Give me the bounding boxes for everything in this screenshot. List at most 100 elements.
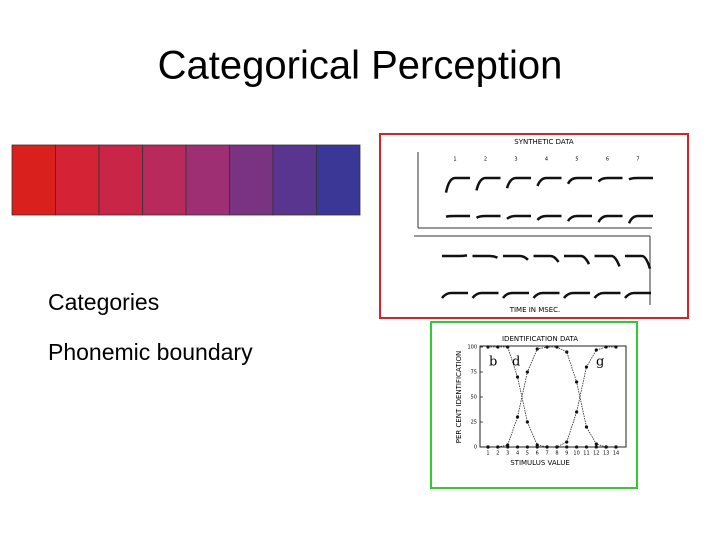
identification-y-label: PER CENT IDENTIFICATION — [455, 351, 463, 444]
curve-dot — [545, 445, 549, 449]
formant-stroke — [533, 254, 560, 263]
synthetic-title: SYNTHETIC DATA — [514, 138, 574, 146]
formant-stroke — [442, 254, 468, 258]
curve-dot — [575, 410, 579, 414]
curve-dot — [515, 445, 520, 449]
x-tick-label: 2 — [496, 451, 499, 457]
color-swatch — [55, 144, 100, 216]
curve-dot — [565, 350, 569, 354]
formant-stroke — [563, 291, 590, 299]
color-swatch — [98, 144, 143, 216]
stimulus-label: 5 — [575, 157, 578, 163]
x-tick-label: 3 — [506, 451, 509, 457]
color-swatch — [316, 144, 361, 216]
stimulus-label: 1 — [453, 157, 456, 163]
curve-dot — [486, 445, 490, 449]
curve-dot — [515, 375, 520, 379]
formant-stroke — [441, 291, 468, 299]
curve-dot — [525, 420, 529, 424]
formant-stroke — [506, 214, 531, 220]
formant-stroke — [505, 176, 531, 189]
color-swatch — [142, 144, 187, 216]
identification-title: IDENTIFICATION DATA — [502, 335, 578, 343]
formant-stroke — [471, 291, 499, 299]
curve-dot — [614, 345, 618, 349]
x-tick-label: 6 — [536, 451, 539, 457]
identification-curve — [488, 346, 616, 448]
curve-dot — [486, 345, 490, 349]
formant-stroke — [628, 176, 653, 181]
x-tick-label: 11 — [583, 451, 589, 457]
curve-dot — [604, 345, 608, 349]
x-tick-label: 1 — [486, 451, 489, 457]
color-swatch — [185, 144, 230, 216]
formant-stroke — [502, 291, 529, 299]
formant-stroke — [475, 176, 501, 191]
formant-stroke — [532, 291, 560, 299]
curve-dot — [594, 442, 598, 446]
formant-stroke — [445, 214, 470, 218]
phoneme-label: d — [512, 355, 520, 370]
stimulus-label: 7 — [636, 157, 639, 163]
y-tick-label: 75 — [471, 370, 477, 376]
curve-dot — [515, 415, 520, 419]
curve-dot — [565, 445, 569, 449]
formant-stroke — [566, 176, 592, 185]
x-tick-label: 7 — [545, 451, 548, 457]
curve-dot — [575, 445, 579, 449]
curve-dot — [545, 345, 549, 349]
curve-dot — [496, 445, 500, 449]
x-tick-label: 5 — [526, 451, 529, 457]
curve-dot — [525, 445, 529, 449]
phoneme-label: b — [489, 355, 497, 370]
stimulus-label: 4 — [545, 157, 548, 163]
x-tick-label: 14 — [613, 451, 619, 457]
synthetic-figure-frame — [379, 133, 689, 319]
bullet-text: Categories — [48, 289, 159, 315]
formant-stroke — [566, 214, 592, 222]
phoneme-label: g — [596, 355, 604, 370]
stimulus-label: 3 — [514, 157, 517, 163]
formant-stroke — [536, 176, 562, 187]
curve-dot — [594, 445, 598, 449]
curve-dot — [525, 370, 529, 374]
identification-figure-frame — [430, 321, 638, 489]
y-tick-label: 50 — [471, 395, 477, 401]
curve-dot — [506, 445, 510, 449]
formant-stroke — [624, 291, 651, 299]
formant-stroke — [444, 176, 470, 193]
curve-dot — [555, 345, 559, 349]
y-tick-label: 100 — [467, 345, 477, 351]
curve-dot — [565, 440, 569, 444]
curve-dot — [506, 345, 510, 349]
curve-dot — [614, 445, 618, 449]
formant-stroke — [625, 254, 652, 269]
curve-dot — [584, 365, 589, 369]
formant-stroke — [593, 291, 621, 299]
formant-stroke — [472, 254, 498, 259]
formant-stroke — [597, 176, 623, 183]
y-tick-label: 25 — [471, 420, 477, 426]
formant-stroke — [627, 214, 653, 224]
curve-dot — [584, 425, 589, 429]
stimulus-label: 6 — [606, 157, 609, 163]
spectrogram-strokes: 1 2 3 4 5 6 7 — [441, 157, 653, 299]
x-tick-label: 12 — [593, 451, 599, 457]
curve-dot — [535, 445, 539, 449]
curve-dot — [496, 345, 500, 349]
formant-stroke — [475, 214, 501, 219]
formant-stroke — [536, 214, 562, 221]
formant-stroke — [564, 254, 591, 265]
identification-curve — [488, 346, 616, 448]
curve-dot — [584, 445, 589, 449]
x-tick-label: 10 — [573, 451, 579, 457]
formant-stroke — [594, 254, 621, 267]
color-swatch — [11, 144, 56, 216]
curve-dot — [535, 347, 539, 351]
identification-x-label: STIMULUS VALUE — [510, 459, 570, 467]
curve-dot — [555, 445, 559, 449]
x-tick-label: 13 — [603, 451, 609, 457]
x-tick-label: 9 — [565, 451, 568, 457]
